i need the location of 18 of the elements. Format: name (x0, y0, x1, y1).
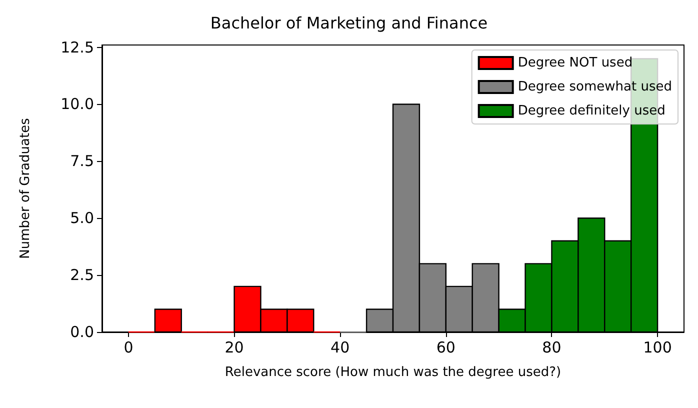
x-tick-label: 20 (224, 338, 244, 356)
chart-title: Bachelor of Marketing and Finance (210, 14, 488, 32)
legend-label: Degree somewhat used (518, 80, 672, 94)
x-tick-label: 60 (436, 338, 456, 356)
y-tick-label: 0.0 (70, 323, 94, 341)
y-tick-label: 10.0 (60, 95, 94, 114)
y-tick-label: 7.5 (70, 152, 94, 170)
y-tick-label: 5.0 (70, 209, 94, 228)
x-tick-label: 80 (542, 338, 562, 356)
y-tick-label: 2.5 (70, 266, 94, 284)
legend-label: Degree NOT used (518, 56, 633, 70)
x-axis-title: Relevance score (How much was the degree used?) (224, 365, 562, 380)
x-tick-label: 100 (643, 338, 672, 356)
legend-label: Degree definitely used (518, 104, 666, 118)
y-axis-title: Number of Graduates (18, 118, 33, 259)
y-tick-label: 12.5 (60, 38, 94, 56)
x-tick-label: 0 (124, 338, 134, 356)
x-tick-label: 40 (330, 338, 350, 356)
